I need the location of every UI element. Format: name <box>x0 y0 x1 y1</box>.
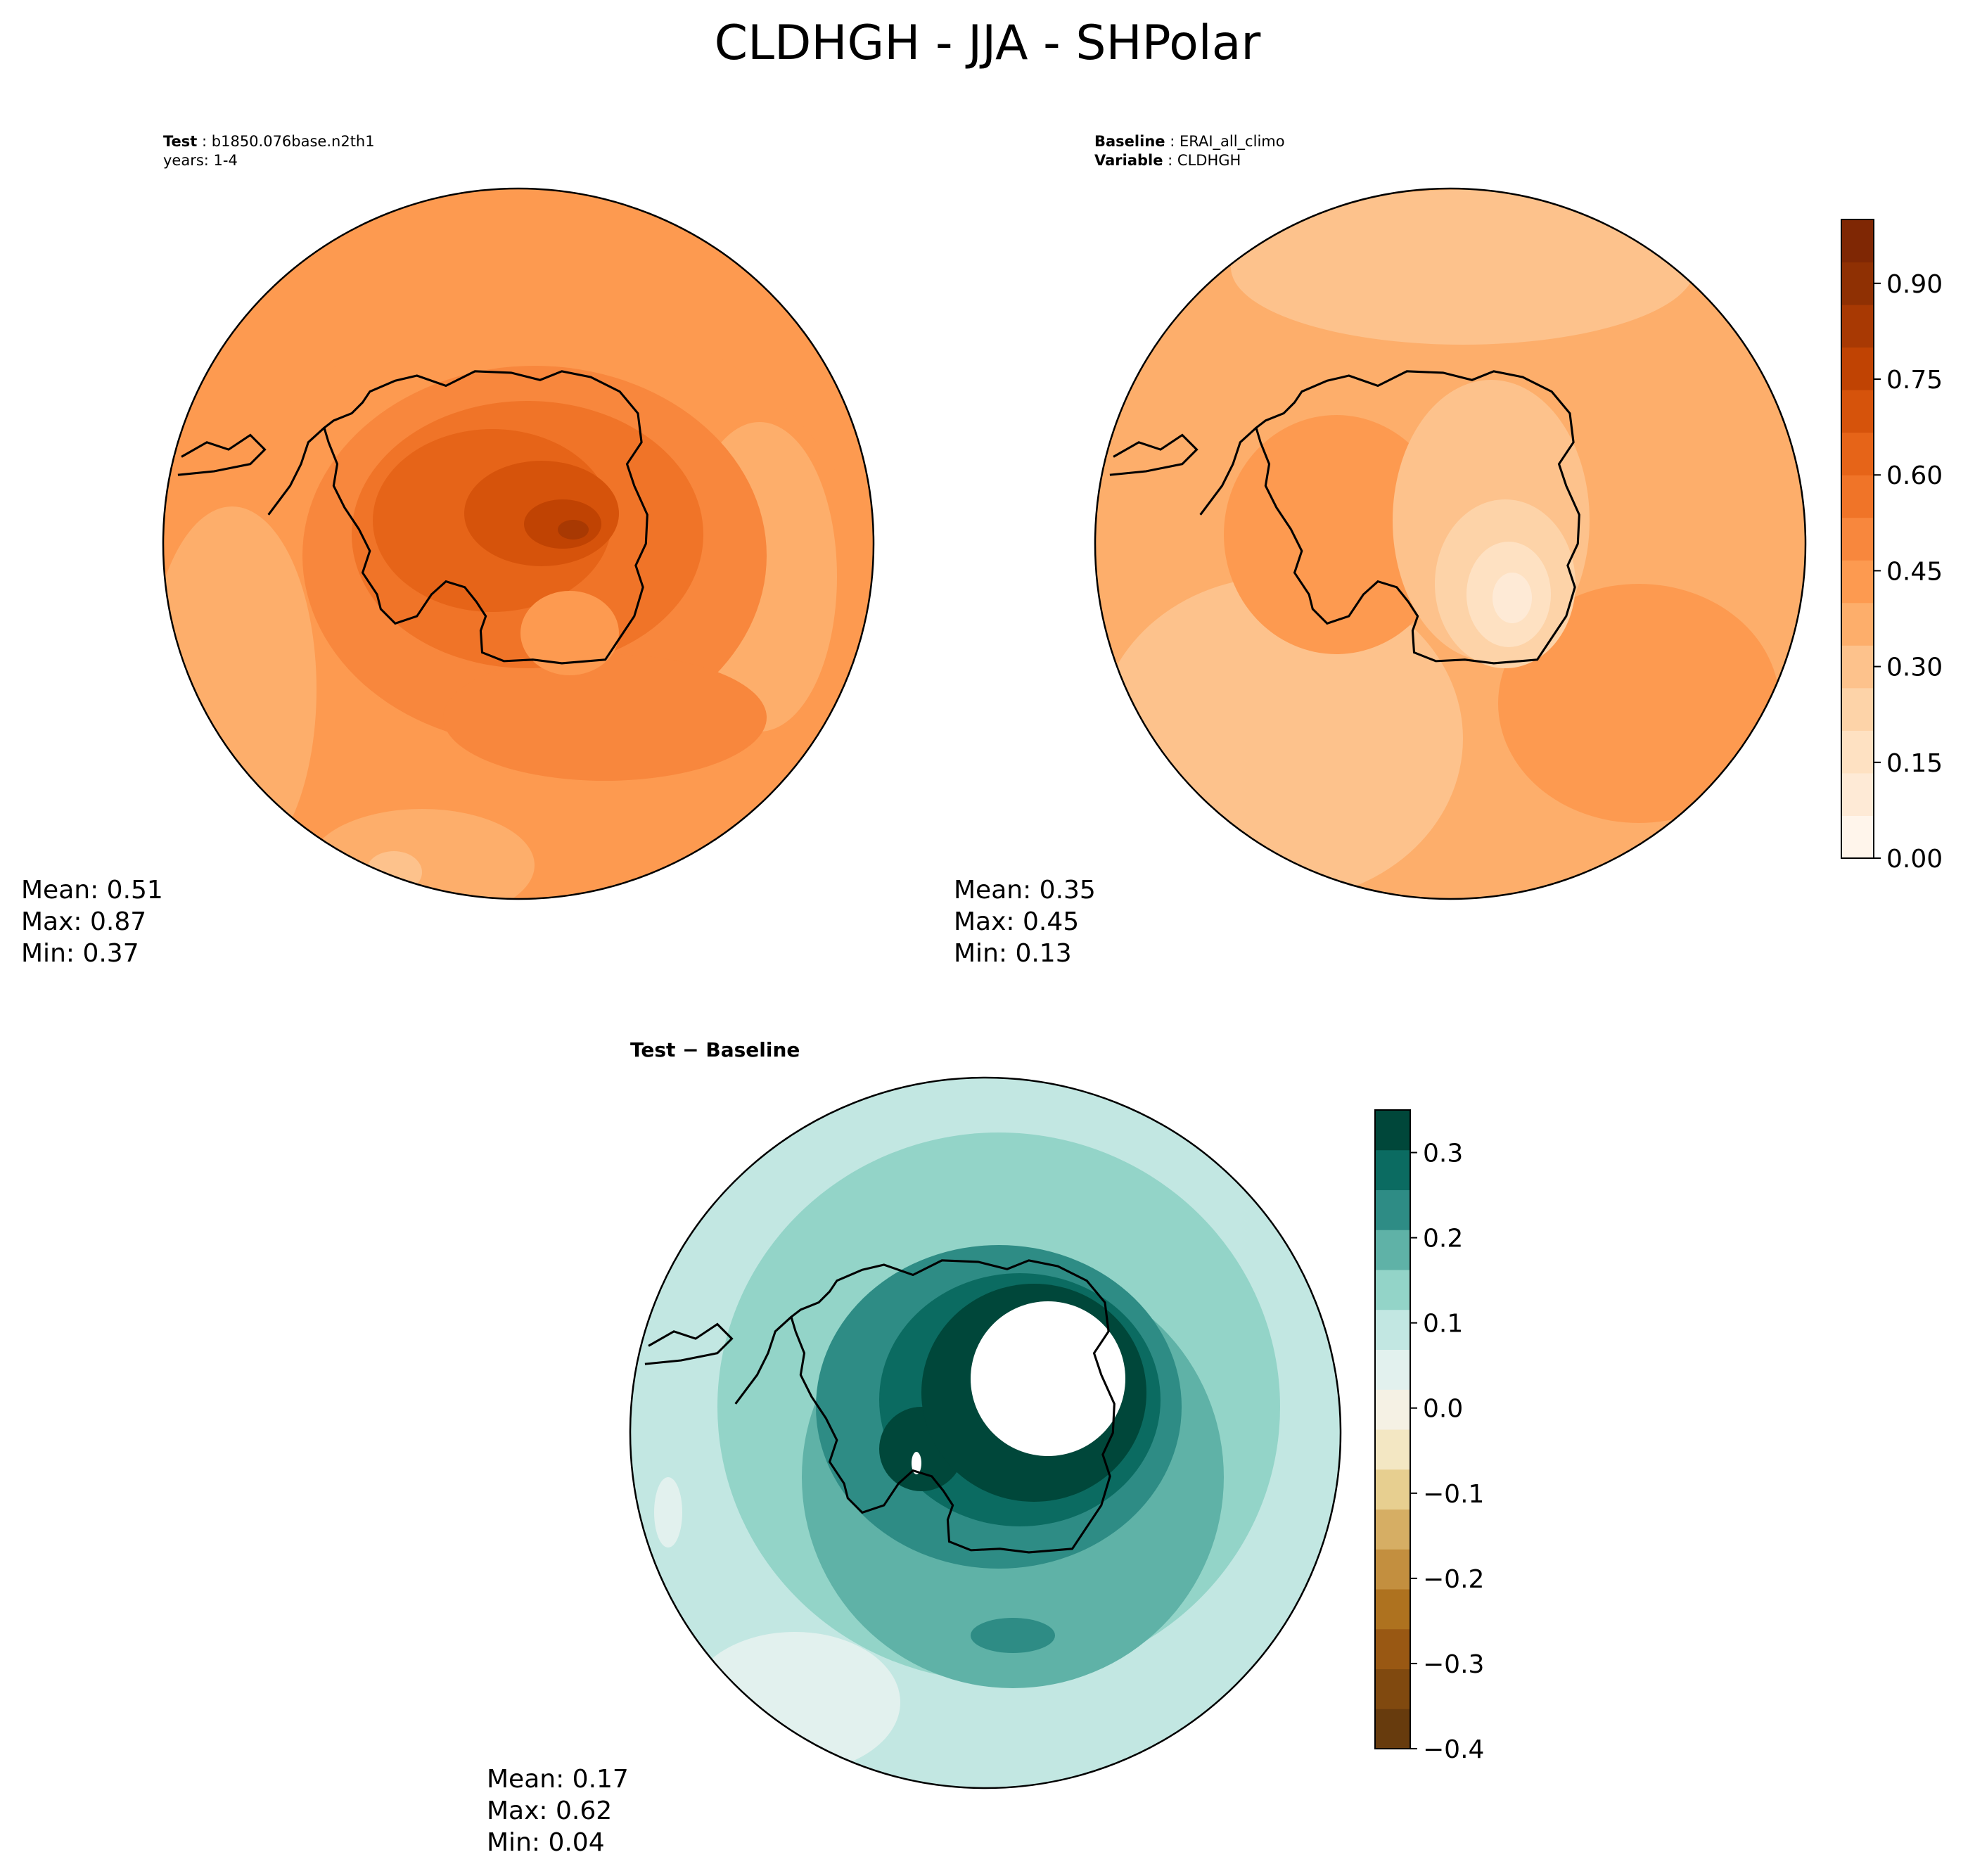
colorbar-segment <box>1375 1628 1410 1669</box>
colorbar-brbg: 0.3 0.2 0.1 0.0 −0.1 −0.2 −0.3 −0.4 <box>1374 1109 1484 1764</box>
colorbar-segment <box>1375 1429 1410 1470</box>
colorbar-segment <box>1841 432 1874 476</box>
colorbar-segment <box>1841 517 1874 561</box>
colorbar-frame <box>1841 219 1874 859</box>
colorbar-tick-label: 0.1 <box>1423 1310 1463 1339</box>
test-max: Max: 0.87 <box>21 907 147 936</box>
test-map-border <box>162 187 875 900</box>
colorbar-segment <box>1841 262 1874 305</box>
colorbar-segment <box>1841 772 1874 816</box>
diff-max: Max: 0.62 <box>487 1797 613 1825</box>
colorbar-tick-label: 0.15 <box>1886 749 1943 778</box>
colorbar-segment <box>1375 1509 1410 1550</box>
colorbar-segment <box>1841 645 1874 689</box>
separator: : <box>1163 152 1177 169</box>
colorbar-segment <box>1375 1709 1410 1749</box>
test-case-name: b1850.076base.n2th1 <box>211 133 375 150</box>
baseline-stats: Mean: 0.35 Max: 0.45 Min: 0.13 <box>954 874 1096 969</box>
test-mean: Mean: 0.51 <box>21 876 163 905</box>
baseline-max: Max: 0.45 <box>954 907 1080 936</box>
colorbar-tick-label: −0.3 <box>1423 1650 1484 1679</box>
colorbar-segment <box>1375 1589 1410 1630</box>
baseline-mean: Mean: 0.35 <box>954 876 1096 905</box>
colorbar-segment <box>1841 730 1874 774</box>
test-panel-header: Test : b1850.076base.n2th1 years: 1-4 <box>163 132 375 170</box>
diff-map <box>630 1078 1341 1788</box>
test-label: Test <box>163 133 198 150</box>
colorbar-segment <box>1841 390 1874 433</box>
colorbar-tick-label: 0.3 <box>1423 1140 1463 1168</box>
test-min: Min: 0.37 <box>21 939 139 968</box>
colorbar-tick-label: 0.30 <box>1886 653 1943 682</box>
colorbar-segment <box>1375 1389 1410 1430</box>
baseline-min: Min: 0.13 <box>954 939 1072 968</box>
colorbar-tick-label: −0.1 <box>1423 1480 1484 1509</box>
test-map <box>163 189 874 899</box>
colorbar-segment <box>1375 1309 1410 1350</box>
colorbar-tick-label: 0.90 <box>1886 270 1943 299</box>
colorbar-segment <box>1375 1110 1410 1151</box>
colorbar-tick-label: 0.0 <box>1423 1395 1463 1424</box>
test-stats: Mean: 0.51 Max: 0.87 Min: 0.37 <box>21 874 163 969</box>
colorbar-segment <box>1841 305 1874 348</box>
variable-label: Variable <box>1094 152 1163 169</box>
baseline-map <box>1095 189 1805 899</box>
colorbar-segment <box>1841 219 1874 263</box>
variable-name: CLDHGH <box>1177 152 1241 169</box>
colorbar-segment <box>1841 475 1874 518</box>
colorbar-frame <box>1374 1109 1411 1749</box>
baseline-map-border <box>1094 187 1807 900</box>
diff-panel-title: Test − Baseline <box>630 1038 800 1061</box>
colorbar-segment <box>1375 1230 1410 1270</box>
colorbar-segment <box>1841 602 1874 646</box>
diff-stats: Mean: 0.17 Max: 0.62 Min: 0.04 <box>487 1763 629 1858</box>
diff-min: Min: 0.04 <box>487 1828 605 1857</box>
colorbar-segment <box>1375 1149 1410 1190</box>
colorbar-segment <box>1841 560 1874 604</box>
colorbar-tick-label: 0.2 <box>1423 1225 1463 1253</box>
colorbar-segment <box>1841 687 1874 731</box>
diff-mean: Mean: 0.17 <box>487 1765 629 1794</box>
test-years: years: 1-4 <box>163 152 238 169</box>
separator: : <box>197 133 212 150</box>
colorbar-tick-label: −0.4 <box>1423 1735 1484 1764</box>
separator: : <box>1165 133 1180 150</box>
colorbar-tick-label: 0.45 <box>1886 557 1943 586</box>
baseline-label: Baseline <box>1094 133 1165 150</box>
baseline-case-name: ERAI_all_climo <box>1179 133 1285 150</box>
colorbar-segment <box>1375 1349 1410 1390</box>
colorbar-segment <box>1375 1270 1410 1310</box>
diff-map-border <box>629 1076 1342 1789</box>
colorbar-segment <box>1375 1549 1410 1590</box>
colorbar-tick-label: 0.60 <box>1886 461 1943 490</box>
colorbar-segment <box>1841 347 1874 390</box>
baseline-panel-header: Baseline : ERAI_all_climo Variable : CLD… <box>1094 132 1285 170</box>
colorbar-oranges: 0.00 0.15 0.30 0.45 0.60 0.75 0.90 <box>1841 219 1943 874</box>
figure-title: CLDHGH - JJA - SHPolar <box>714 15 1261 71</box>
colorbar-segment <box>1375 1668 1410 1709</box>
colorbar-tick-label: −0.2 <box>1423 1565 1484 1594</box>
colorbar-tick-label: 0.00 <box>1886 845 1943 874</box>
colorbar-segment <box>1375 1469 1410 1510</box>
colorbar-segment <box>1841 815 1874 859</box>
colorbar-segment <box>1375 1189 1410 1230</box>
colorbar-tick-label: 0.75 <box>1886 366 1943 395</box>
